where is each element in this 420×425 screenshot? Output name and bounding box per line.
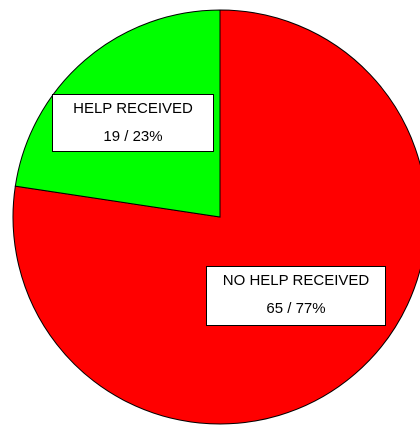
label-help-received: HELP RECEIVED 19 / 23%: [52, 94, 214, 152]
label-no-help-received-value: 65 / 77%: [266, 300, 326, 317]
label-help-received-name: HELP RECEIVED: [73, 100, 193, 117]
label-help-received-value: 19 / 23%: [103, 128, 163, 145]
label-no-help-received: NO HELP RECEIVED 65 / 77%: [206, 266, 386, 326]
label-no-help-received-name: NO HELP RECEIVED: [222, 272, 370, 289]
pie-slices: [12, 9, 420, 425]
